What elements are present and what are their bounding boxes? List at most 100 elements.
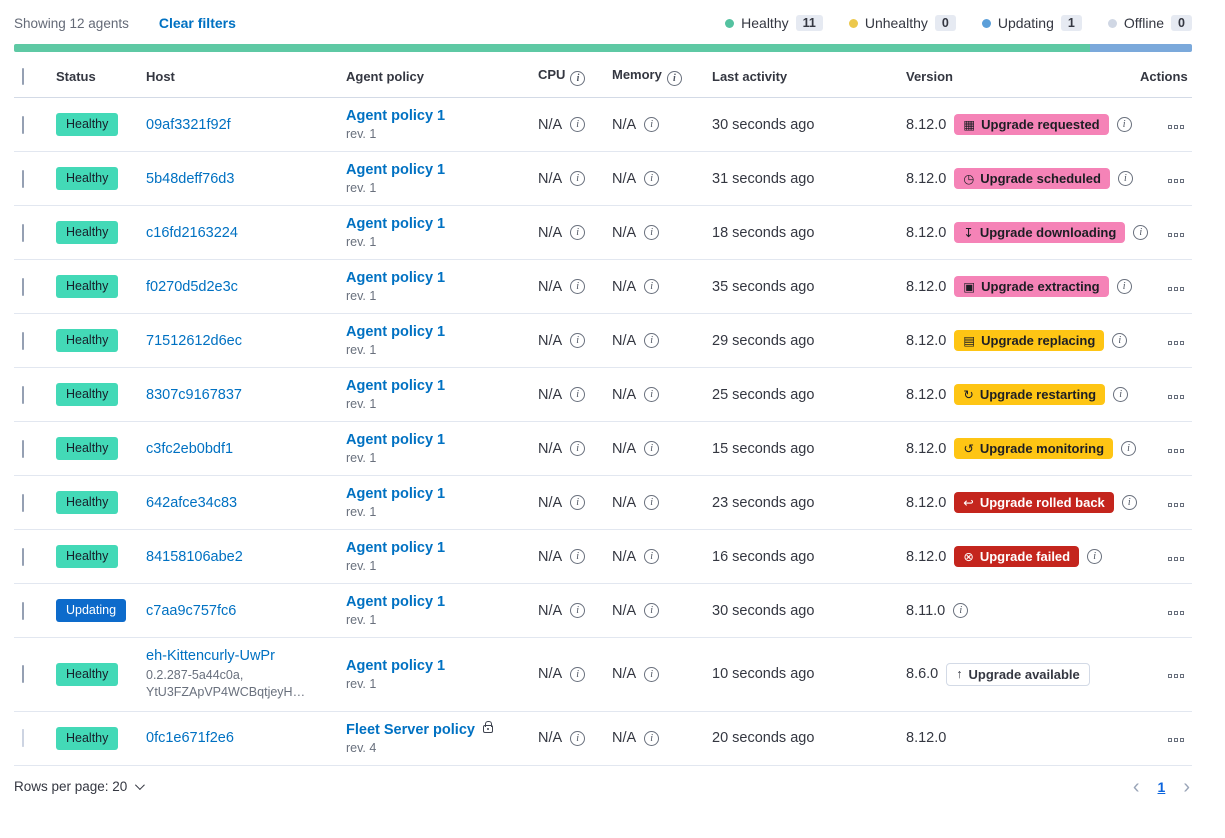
row-actions-button[interactable] [1166,670,1186,682]
info-icon[interactable]: i [570,730,586,746]
agent-policy-link[interactable]: Agent policy 1 [346,378,446,394]
cpu-value: N/A [538,170,563,187]
row-checkbox[interactable] [22,547,24,566]
row-checkbox[interactable] [22,439,24,458]
info-icon[interactable]: i [644,730,660,746]
info-icon[interactable]: i [644,387,660,402]
row-checkbox[interactable] [22,277,24,296]
row-actions-button[interactable] [1166,175,1186,187]
agent-policy-link[interactable]: Agent policy 1 [346,270,446,286]
upgrade-info-icon[interactable]: i [1087,549,1103,564]
row-actions-button[interactable] [1166,499,1186,511]
info-icon[interactable]: i [570,171,586,186]
agent-policy-link[interactable]: Agent policy 1 [346,594,446,610]
agent-policy-link[interactable]: Agent policy 1 [346,432,446,448]
info-icon[interactable]: i [644,549,660,564]
info-icon[interactable]: i [644,495,660,510]
agent-policy-link[interactable]: Agent policy 1 [346,324,446,340]
agent-policy-link[interactable]: Agent policy 1 [346,657,446,674]
info-icon[interactable]: i [644,666,660,682]
info-icon[interactable]: i [570,279,586,294]
info-icon[interactable]: i [570,387,586,402]
agent-policy-link[interactable]: Agent policy 1 [346,108,446,124]
info-icon[interactable]: i [570,603,586,618]
host-link[interactable]: 84158106abe2 [146,548,243,565]
host-link[interactable]: eh-Kittencurly-UwPr [146,648,275,664]
info-icon[interactable]: i [644,441,660,456]
legend-item-healthy: Healthy 11 [725,15,823,31]
info-icon[interactable]: i [644,171,660,186]
pagination: ‹ 1 › [1133,777,1192,797]
legend-label: Healthy [741,15,789,31]
info-icon[interactable]: i [644,603,660,618]
info-icon[interactable]: i [644,117,660,132]
agent-policy-link[interactable]: Agent policy 1 [346,540,446,556]
agent-policy-link[interactable]: Agent policy 1 [346,486,446,502]
previous-page-button[interactable]: ‹ [1132,775,1140,798]
row-checkbox[interactable] [22,729,24,748]
host-link[interactable]: c3fc2eb0bdf1 [146,440,234,457]
host-link[interactable]: 5b48deff76d3 [146,170,235,187]
row-checkbox[interactable] [22,665,24,684]
agents-table: Status Host Agent policy CPU i Memory i La… [14,56,1192,766]
info-icon[interactable]: i [570,441,586,456]
upgrade-info-icon[interactable]: i [1117,171,1133,186]
host-link[interactable]: 71512612d6ec [146,332,242,349]
info-icon[interactable]: i [570,495,586,510]
upgrade-info-icon[interactable]: i [1113,387,1129,402]
agent-policy-link[interactable]: Agent policy 1 [346,162,446,178]
info-icon[interactable]: i [644,279,660,294]
agent-policy-link[interactable]: Fleet Server policy [346,721,475,738]
upgrade-info-icon[interactable]: i [1112,333,1128,348]
upgrade-info-icon[interactable]: i [1116,117,1132,132]
rows-per-page-selector[interactable]: Rows per page: 20 [14,779,146,794]
agent-policy-link[interactable]: Agent policy 1 [346,216,446,232]
info-icon[interactable]: i [644,225,660,240]
info-icon[interactable]: i [570,225,586,240]
info-icon[interactable]: i [570,666,586,682]
host-link[interactable]: 0fc1e671f2e6 [146,730,234,747]
agents-table-body: Healthy 09af3321f92f Agent policy 1 rev.… [14,97,1192,766]
row-checkbox[interactable] [22,223,24,242]
row-actions-button[interactable] [1166,229,1186,241]
offline-dot-icon [1107,18,1117,28]
clear-filters-link[interactable]: Clear filters [158,15,236,31]
page-number-1[interactable]: 1 [1157,778,1166,795]
select-all-checkbox[interactable] [22,68,24,85]
upgrade-info-icon[interactable]: i [1116,279,1132,294]
row-checkbox[interactable] [22,331,24,350]
upgrade-info-icon[interactable]: i [1133,225,1149,240]
cpu-info-icon[interactable]: i [570,71,586,86]
upgrade-info-icon[interactable]: i [1121,441,1137,456]
host-link[interactable]: f0270d5d2e3c [146,278,238,295]
row-checkbox[interactable] [22,601,24,620]
row-checkbox[interactable] [22,493,24,512]
cpu-value: N/A [538,386,563,403]
upgrade-info-icon[interactable]: i [1121,495,1137,510]
row-actions-button[interactable] [1166,391,1186,403]
row-checkbox[interactable] [22,169,24,188]
last-activity-value: 18 seconds ago [712,224,815,241]
row-actions-button[interactable] [1166,553,1186,565]
host-link[interactable]: c16fd2163224 [146,224,238,241]
next-page-button[interactable]: › [1183,775,1190,798]
row-actions-button[interactable] [1166,445,1186,457]
row-actions-button[interactable] [1166,734,1186,746]
host-link[interactable]: 09af3321f92f [146,116,231,133]
info-icon[interactable]: i [570,117,586,132]
info-icon[interactable]: i [570,333,586,348]
host-link[interactable]: 8307c9167837 [146,386,242,403]
status-badge: Healthy [56,166,119,191]
row-checkbox[interactable] [22,115,24,134]
host-link[interactable]: 642afce34c83 [146,494,238,511]
row-actions-button[interactable] [1166,283,1186,295]
upgrade-info-icon[interactable]: i [953,603,969,618]
row-checkbox[interactable] [22,385,24,404]
info-icon[interactable]: i [644,333,660,348]
host-link[interactable]: c7aa9c757fc6 [146,602,237,619]
row-actions-button[interactable] [1166,607,1186,619]
info-icon[interactable]: i [570,549,586,564]
row-actions-button[interactable] [1166,121,1186,133]
row-actions-button[interactable] [1166,337,1186,349]
memory-info-icon[interactable]: i [666,71,682,86]
